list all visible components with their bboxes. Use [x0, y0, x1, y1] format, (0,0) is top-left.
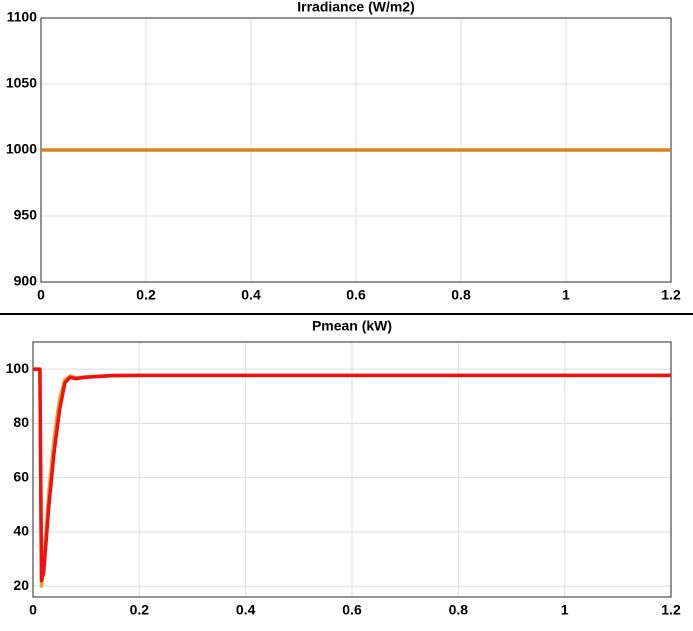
- x-tick-label: 0.4: [236, 602, 256, 618]
- chart-title: Pmean (kW): [312, 318, 392, 334]
- y-tick-label: 1000: [6, 141, 37, 157]
- x-tick-label: 1: [561, 602, 569, 618]
- x-tick-label: 1: [562, 287, 570, 303]
- y-tick-label: 900: [14, 273, 38, 289]
- x-tick-label: 0.2: [130, 602, 150, 618]
- plot-border: [32, 341, 672, 598]
- y-tick-label: 60: [13, 468, 29, 484]
- chart-title: Irradiance (W/m2): [297, 0, 414, 15]
- x-tick-label: 0.4: [241, 287, 261, 303]
- x-tick-label: 1.2: [661, 602, 681, 618]
- y-tick-label: 950: [14, 207, 38, 223]
- x-tick-label: 0.8: [449, 602, 469, 618]
- y-tick-label: 20: [13, 577, 29, 593]
- x-tick-label: 0.8: [451, 287, 471, 303]
- y-tick-label: 40: [13, 523, 29, 539]
- y-tick-label: 1050: [6, 75, 37, 91]
- line: [33, 367, 671, 583]
- x-tick-label: 1.2: [661, 287, 681, 303]
- x-tick-label: 0.2: [136, 287, 156, 303]
- y-tick-label: 100: [6, 360, 30, 376]
- y-tick-label: 1100: [7, 9, 38, 25]
- y-tick-label: 80: [13, 414, 29, 430]
- x-tick-label: 0: [29, 602, 37, 618]
- x-tick-label: 0.6: [342, 602, 362, 618]
- x-tick-label: 0.6: [346, 287, 366, 303]
- x-tick-label: 0: [37, 287, 45, 303]
